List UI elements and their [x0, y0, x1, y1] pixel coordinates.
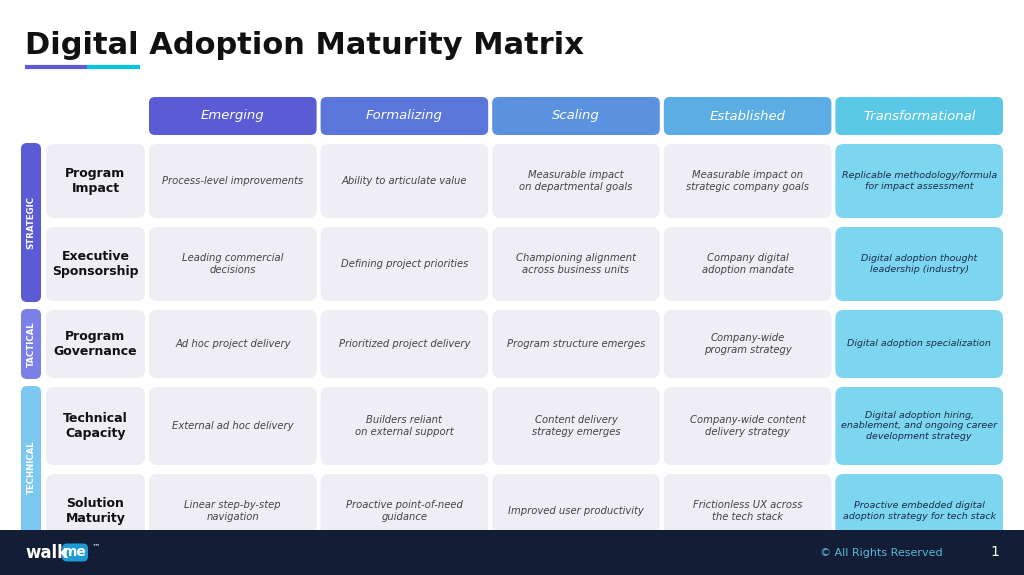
FancyBboxPatch shape — [836, 310, 1002, 378]
FancyBboxPatch shape — [150, 310, 316, 378]
FancyBboxPatch shape — [46, 227, 145, 301]
FancyBboxPatch shape — [46, 387, 145, 465]
Text: ™: ™ — [92, 543, 100, 552]
FancyBboxPatch shape — [22, 143, 41, 302]
Text: Defining project priorities: Defining project priorities — [341, 259, 468, 269]
FancyBboxPatch shape — [150, 97, 316, 135]
Text: Leading commercial
decisions: Leading commercial decisions — [182, 253, 284, 275]
FancyBboxPatch shape — [150, 144, 316, 218]
Text: Solution
Maturity: Solution Maturity — [66, 497, 125, 525]
FancyBboxPatch shape — [493, 474, 659, 548]
Text: Transformational: Transformational — [863, 109, 976, 122]
FancyBboxPatch shape — [321, 227, 488, 301]
Text: External ad hoc delivery: External ad hoc delivery — [172, 421, 294, 431]
Text: Measurable impact on
strategic company goals: Measurable impact on strategic company g… — [686, 170, 809, 192]
Text: me: me — [63, 546, 87, 559]
FancyBboxPatch shape — [664, 144, 831, 218]
FancyBboxPatch shape — [22, 386, 41, 549]
Text: Builders reliant
on external support: Builders reliant on external support — [355, 415, 454, 437]
Text: Established: Established — [710, 109, 785, 122]
FancyBboxPatch shape — [22, 309, 41, 379]
Text: Program
Governance: Program Governance — [53, 330, 137, 358]
Text: Process-level improvements: Process-level improvements — [162, 176, 303, 186]
Text: Emerging: Emerging — [201, 109, 264, 122]
FancyBboxPatch shape — [150, 387, 316, 465]
Bar — [0, 530, 1024, 575]
Text: Program
Impact: Program Impact — [66, 167, 126, 195]
FancyBboxPatch shape — [493, 97, 659, 135]
FancyBboxPatch shape — [493, 310, 659, 378]
Text: Frictionless UX across
the tech stack: Frictionless UX across the tech stack — [693, 500, 803, 522]
FancyBboxPatch shape — [321, 97, 488, 135]
Text: Technical
Capacity: Technical Capacity — [63, 412, 128, 440]
FancyBboxPatch shape — [836, 227, 1002, 301]
FancyBboxPatch shape — [62, 543, 88, 562]
FancyBboxPatch shape — [836, 474, 1002, 548]
FancyBboxPatch shape — [46, 144, 145, 218]
FancyBboxPatch shape — [150, 474, 316, 548]
Text: Linear step-by-step
navigation: Linear step-by-step navigation — [184, 500, 282, 522]
Text: Scaling: Scaling — [552, 109, 600, 122]
FancyBboxPatch shape — [836, 144, 1002, 218]
FancyBboxPatch shape — [321, 144, 488, 218]
Text: Digital adoption hiring,
enablement, and ongoing career
development strategy: Digital adoption hiring, enablement, and… — [841, 411, 997, 441]
Text: Championing alignment
across business units: Championing alignment across business un… — [516, 253, 636, 275]
Text: Formalizing: Formalizing — [366, 109, 442, 122]
Text: Executive
Sponsorship: Executive Sponsorship — [52, 250, 138, 278]
FancyBboxPatch shape — [664, 310, 831, 378]
FancyBboxPatch shape — [321, 310, 488, 378]
Text: Content delivery
strategy emerges: Content delivery strategy emerges — [531, 415, 621, 437]
Text: Program structure emerges: Program structure emerges — [507, 339, 645, 349]
Text: Company-wide content
delivery strategy: Company-wide content delivery strategy — [690, 415, 806, 437]
FancyBboxPatch shape — [493, 144, 659, 218]
FancyBboxPatch shape — [836, 97, 1002, 135]
Text: walk: walk — [25, 543, 69, 562]
Text: 1: 1 — [990, 546, 999, 559]
Text: TACTICAL: TACTICAL — [27, 321, 36, 367]
Text: Replicable methodology/formula
for impact assessment: Replicable methodology/formula for impac… — [842, 171, 996, 191]
Text: Digital Adoption Maturity Matrix: Digital Adoption Maturity Matrix — [25, 30, 584, 59]
FancyBboxPatch shape — [46, 474, 145, 548]
FancyBboxPatch shape — [664, 474, 831, 548]
FancyBboxPatch shape — [664, 387, 831, 465]
Text: Digital adoption thought
leadership (industry): Digital adoption thought leadership (ind… — [861, 254, 977, 274]
FancyBboxPatch shape — [493, 387, 659, 465]
FancyBboxPatch shape — [664, 227, 831, 301]
FancyBboxPatch shape — [150, 227, 316, 301]
Text: Ad hoc project delivery: Ad hoc project delivery — [175, 339, 291, 349]
Text: © All Rights Reserved: © All Rights Reserved — [820, 547, 943, 558]
FancyBboxPatch shape — [836, 387, 1002, 465]
Text: Company digital
adoption mandate: Company digital adoption mandate — [701, 253, 794, 275]
Text: Ability to articulate value: Ability to articulate value — [342, 176, 467, 186]
Text: Proactive point-of-need
guidance: Proactive point-of-need guidance — [346, 500, 463, 522]
Text: STRATEGIC: STRATEGIC — [27, 196, 36, 249]
Text: Improved user productivity: Improved user productivity — [508, 506, 644, 516]
FancyBboxPatch shape — [46, 310, 145, 378]
Text: TECHNICAL: TECHNICAL — [27, 440, 36, 494]
FancyBboxPatch shape — [664, 97, 831, 135]
Text: Measurable impact
on departmental goals: Measurable impact on departmental goals — [519, 170, 633, 192]
Text: Proactive embedded digital
adoption strategy for tech stack: Proactive embedded digital adoption stra… — [843, 501, 995, 521]
FancyBboxPatch shape — [321, 474, 488, 548]
FancyBboxPatch shape — [493, 227, 659, 301]
Text: Digital adoption specialization: Digital adoption specialization — [847, 339, 991, 348]
FancyBboxPatch shape — [321, 387, 488, 465]
Text: Prioritized project delivery: Prioritized project delivery — [339, 339, 470, 349]
Text: Company-wide
program strategy: Company-wide program strategy — [703, 333, 792, 355]
